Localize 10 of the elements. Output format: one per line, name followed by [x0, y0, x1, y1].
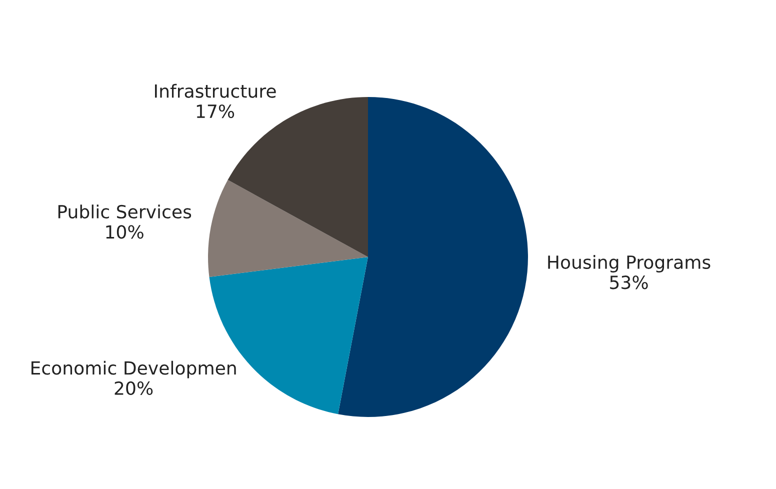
slice-label: Housing Programs	[548, 255, 710, 272]
data-label: 17%	[196, 104, 234, 118]
data-label: 20%	[114, 381, 153, 396]
data-label: 53%	[610, 276, 648, 290]
slice-label: Infrastructure	[155, 84, 276, 98]
slice-label: Public Services	[58, 204, 192, 219]
data-label: 10%	[106, 225, 144, 239]
pie-slice	[208, 180, 368, 278]
pie-slice	[338, 97, 528, 417]
slice-label: Economic Developmen	[32, 360, 236, 378]
